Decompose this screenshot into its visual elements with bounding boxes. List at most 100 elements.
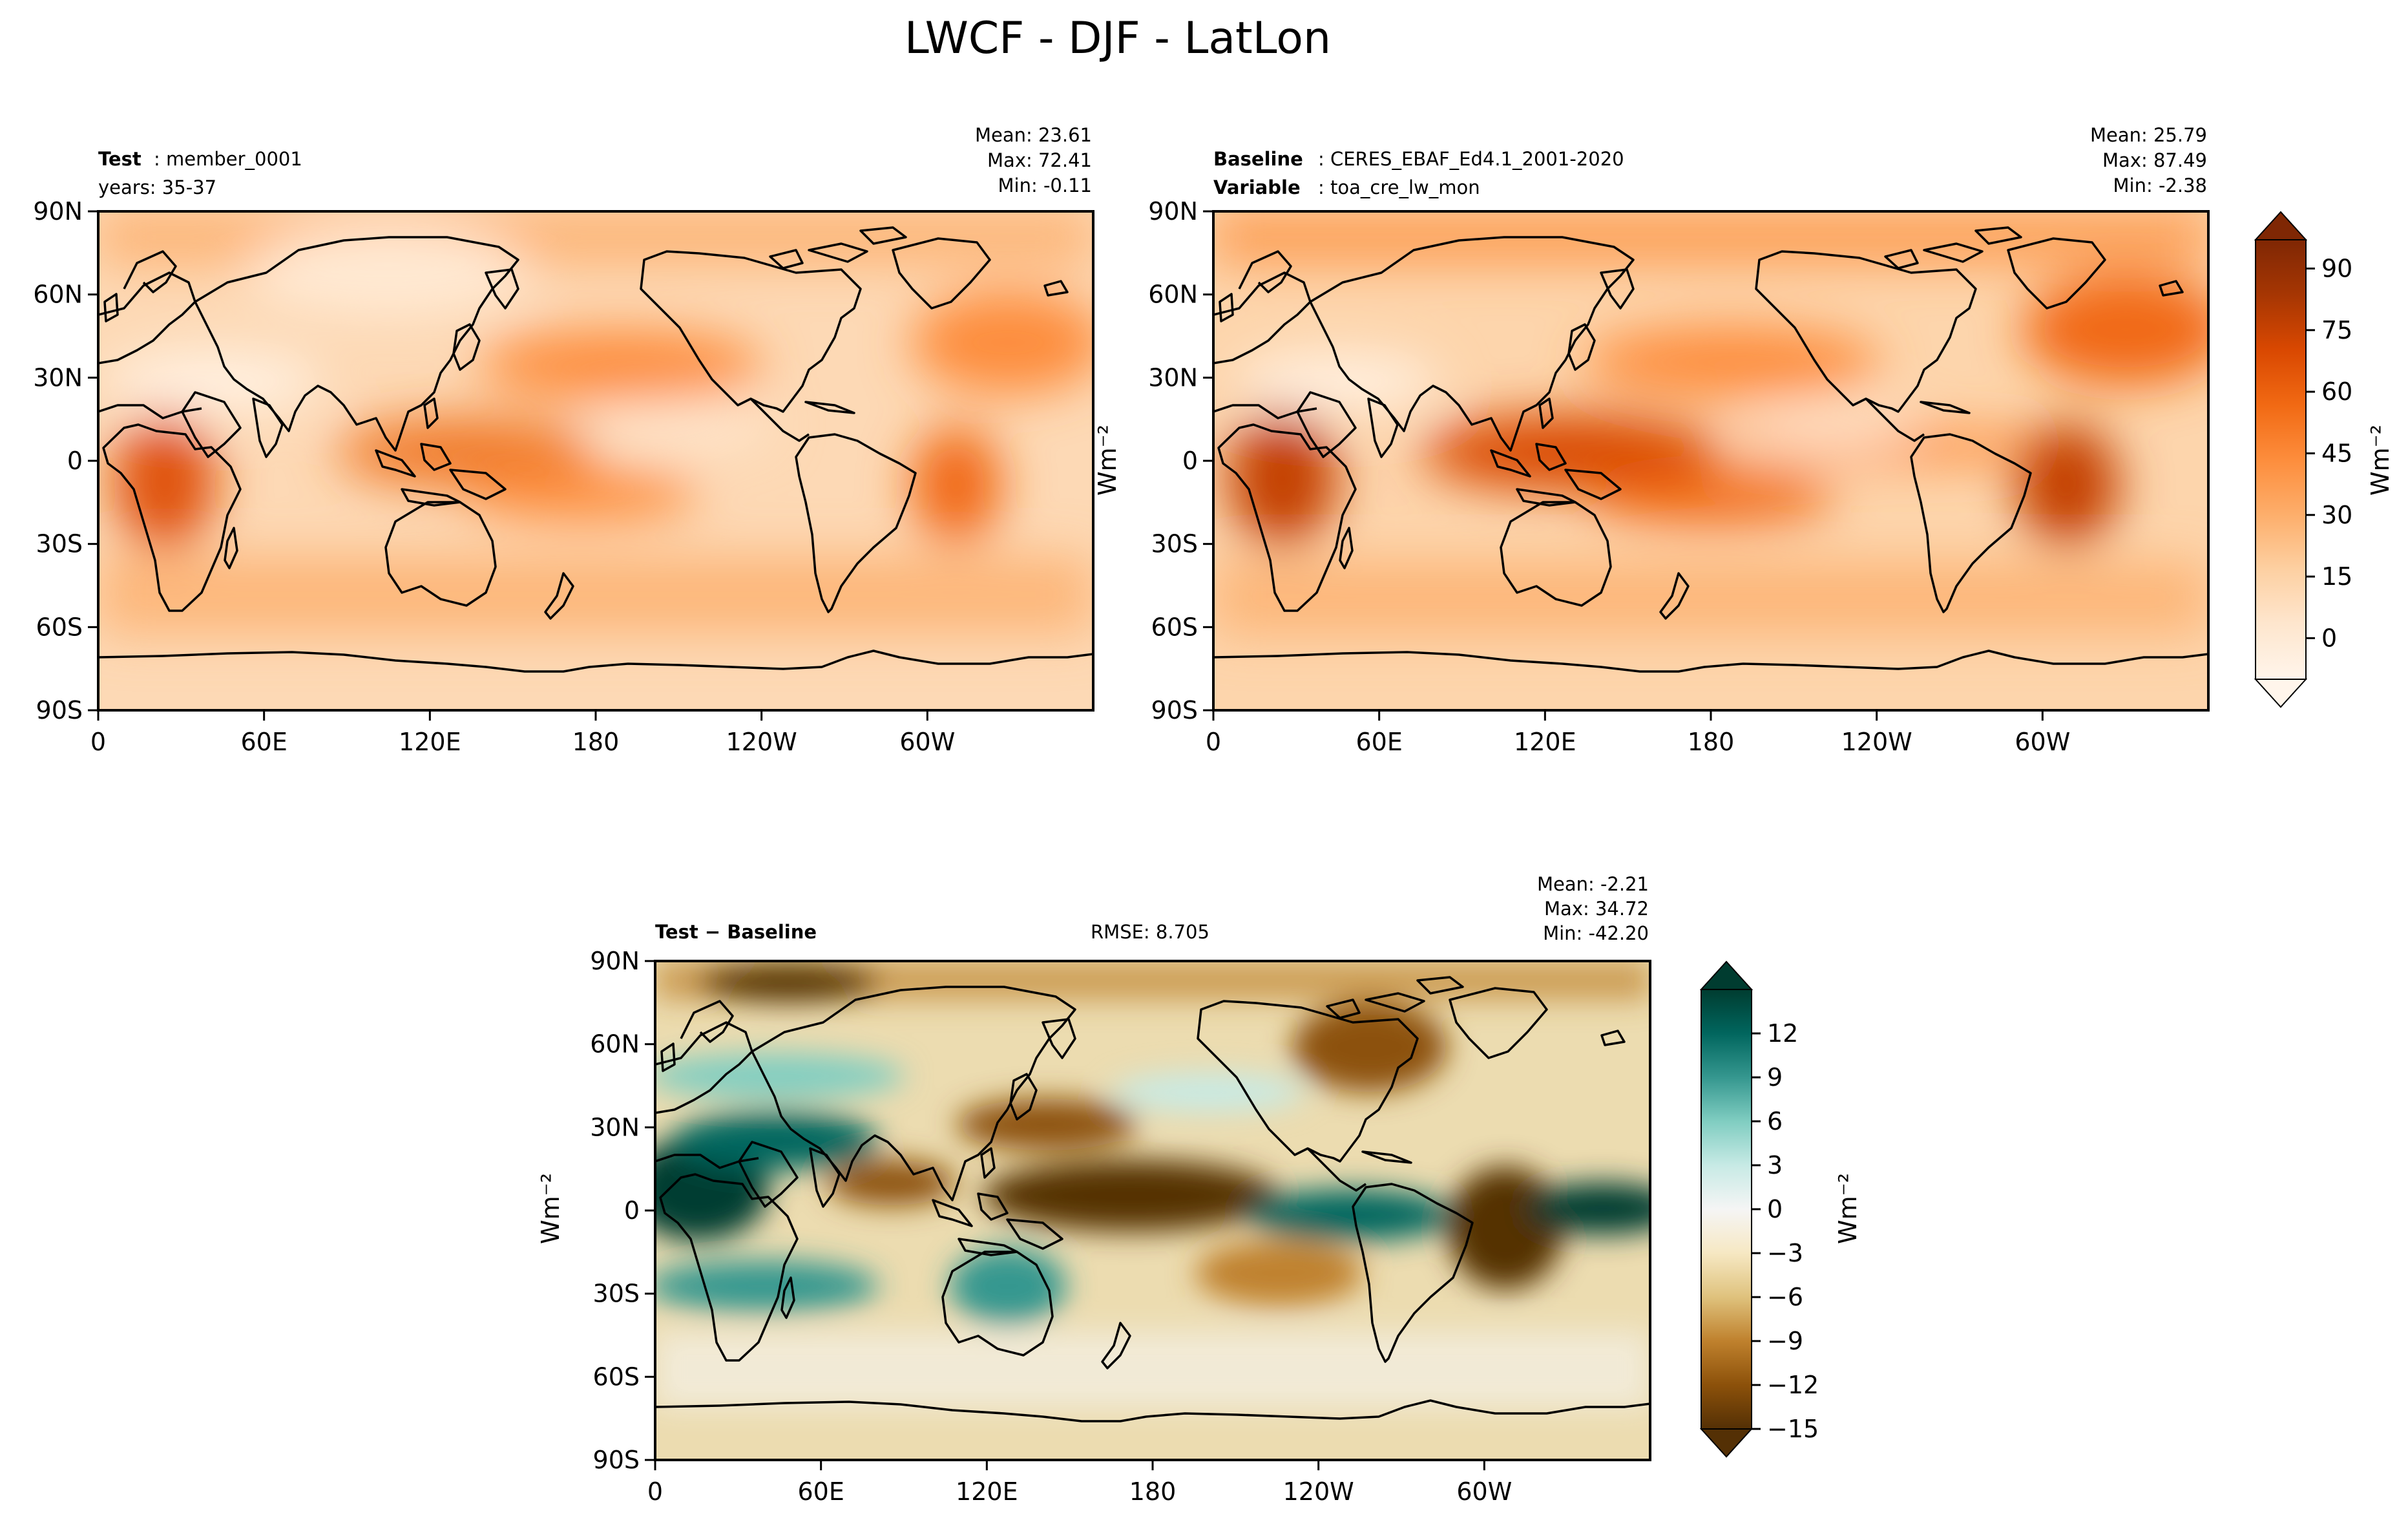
test-blob-kuroshio [478,330,762,401]
y-tick-label: 30S [36,530,83,558]
diff-blob-arctic [698,963,879,1002]
x-tick-label: 180 [1129,1477,1177,1506]
diff-blob-enpac [1247,1189,1454,1241]
figure-title: LWCF - DJF - LatLon [905,13,1331,64]
y-tick-label: 90N [33,197,83,226]
colorbar-diff-bar [1701,989,1752,1430]
y-tick-label: 60S [36,613,83,641]
colorbar-tick-label: −6 [1767,1283,1803,1311]
colorbar-tick-label: −9 [1767,1327,1803,1355]
test-label-bold: Test [98,148,141,170]
baseline-mean: Mean: 25.79 [2090,124,2207,146]
x-tick-label: 0 [90,728,106,756]
diff-blob-npac [1111,1073,1305,1112]
colorbar-diff: −15 −12 −9 −6 −3 0 3 6 9 12 Wm⁻² [1699,960,1862,1458]
diff-rmse: RMSE: 8.705 [1091,921,1209,943]
colorbar-main: 0 15 30 45 60 75 90 Wm⁻² [2254,211,2394,708]
colorbar-main-label: Wm⁻² [2366,425,2394,496]
diff-blob-asia-jet [956,1099,1137,1150]
test-blob-atlantic [911,291,1093,394]
x-tick-label: 120E [956,1477,1018,1506]
y-tick-label: 90S [1151,696,1198,724]
diff-blob-spac [1195,1241,1363,1305]
diff-min: Min: -42.20 [1543,922,1649,944]
colorbar-diff-label: Wm⁻² [1834,1173,1862,1244]
x-tick-label: 60W [1456,1477,1512,1506]
diff-axes: 0 60E 120E 180 120W 60W 90N 60N 30N 0 30S 60S 90S [590,947,1512,1506]
x-tick-label: 60E [797,1477,844,1506]
colorbar-main-bar [2255,239,2307,680]
diff-unit-ylabel: Wm⁻² [536,1173,565,1244]
diff-panel: Test − Baseline RMSE: 8.705 Mean: -2.21 … [590,873,1651,1506]
y-tick-label: 30N [1148,363,1198,392]
diff-blob-canada [1292,1002,1447,1092]
colorbar-tick-label: −15 [1767,1415,1819,1443]
test-min: Min: -0.11 [998,174,1092,196]
test-label: : member_0001 [154,148,302,170]
y-tick-label: 30S [593,1280,640,1308]
y-tick-label: 0 [624,1196,640,1225]
test-mean: Mean: 23.61 [975,124,1092,146]
test-blob-amazon [911,427,1001,543]
test-years: years: 35-37 [98,176,216,198]
colorbar-tick-label: 30 [2321,501,2352,529]
y-tick-label: 60N [1148,280,1198,309]
baseline-blob-maritime [1421,414,1719,491]
x-tick-label: 120W [726,728,797,756]
test-max: Max: 72.41 [987,149,1092,171]
x-tick-label: 120W [1841,728,1912,756]
diff-blob-amazon [1447,1167,1564,1289]
diff-blob-sahel [827,1160,956,1205]
colorbar-main-extend-top [2254,211,2308,240]
y-tick-label: 0 [1182,447,1198,475]
colorbar-tick-label: 0 [1767,1195,1783,1223]
colorbar-tick-label: 12 [1767,1019,1798,1048]
baseline-blob-dry-pacific [1738,408,1919,445]
diff-blob-south-indian [655,1260,879,1312]
test-blob-dry-pacific [581,404,775,449]
colorbar-tick-label: 15 [2321,562,2352,591]
y-tick-label: 30S [1151,530,1198,558]
baseline-blob-amazon [2016,423,2119,546]
y-tick-label: 90S [593,1446,640,1474]
x-tick-label: 180 [1688,728,1735,756]
test-axes: 0 60E 120E 180 120W 60W 90N 60N 30N 0 30S 60S 90S [33,197,955,756]
test-blob-dry-sahara [103,349,323,414]
y-tick-label: 60N [590,1030,640,1059]
colorbar-tick-label: 75 [2321,316,2352,344]
colorbar-tick-label: 60 [2321,377,2352,406]
diff-blob-australia [950,1247,1066,1325]
y-tick-label: 60N [33,280,83,309]
colorbar-tick-label: −3 [1767,1239,1803,1267]
baseline-min: Min: -2.38 [2113,174,2207,196]
baseline-variable-bold: Variable [1213,176,1301,198]
diff-blob-natl [1525,1183,1650,1234]
colorbar-tick-label: 9 [1767,1063,1783,1092]
x-tick-label: 120E [399,728,461,756]
baseline-max: Max: 87.49 [2102,149,2207,171]
colorbar-tick-label: −12 [1767,1371,1819,1399]
x-tick-label: 60E [240,728,287,756]
y-tick-label: 60S [1151,613,1198,641]
x-tick-label: 60W [2015,728,2070,756]
diff-label: Test − Baseline [655,921,817,943]
x-tick-label: 120W [1283,1477,1354,1506]
baseline-label: : CERES_EBAF_Ed4.1_2001-2020 [1318,148,1624,170]
diff-mean: Mean: -2.21 [1537,873,1649,895]
diff-max: Max: 34.72 [1544,898,1649,920]
y-tick-label: 0 [67,447,83,475]
x-tick-label: 60E [1356,728,1402,756]
diff-blob-indian [672,1112,879,1170]
x-tick-label: 0 [647,1477,663,1506]
test-panel: Test : member_0001 years: 35-37 Mean: 23… [33,124,1094,756]
baseline-blob-spcz [1589,472,1835,523]
main-unit-ylabel: Wm⁻² [1093,425,1122,496]
baseline-axes: 0 60E 120E 180 120W 60W 90N 60N 30N 0 30S 60S 90S [1148,197,2070,756]
x-tick-label: 0 [1206,728,1221,756]
diff-field [655,961,1650,1409]
test-blob-siberia [246,226,530,317]
baseline-variable: : toa_cre_lw_mon [1318,176,1480,198]
y-tick-label: 90S [36,696,83,724]
colorbar-tick-label: 90 [2321,254,2352,282]
